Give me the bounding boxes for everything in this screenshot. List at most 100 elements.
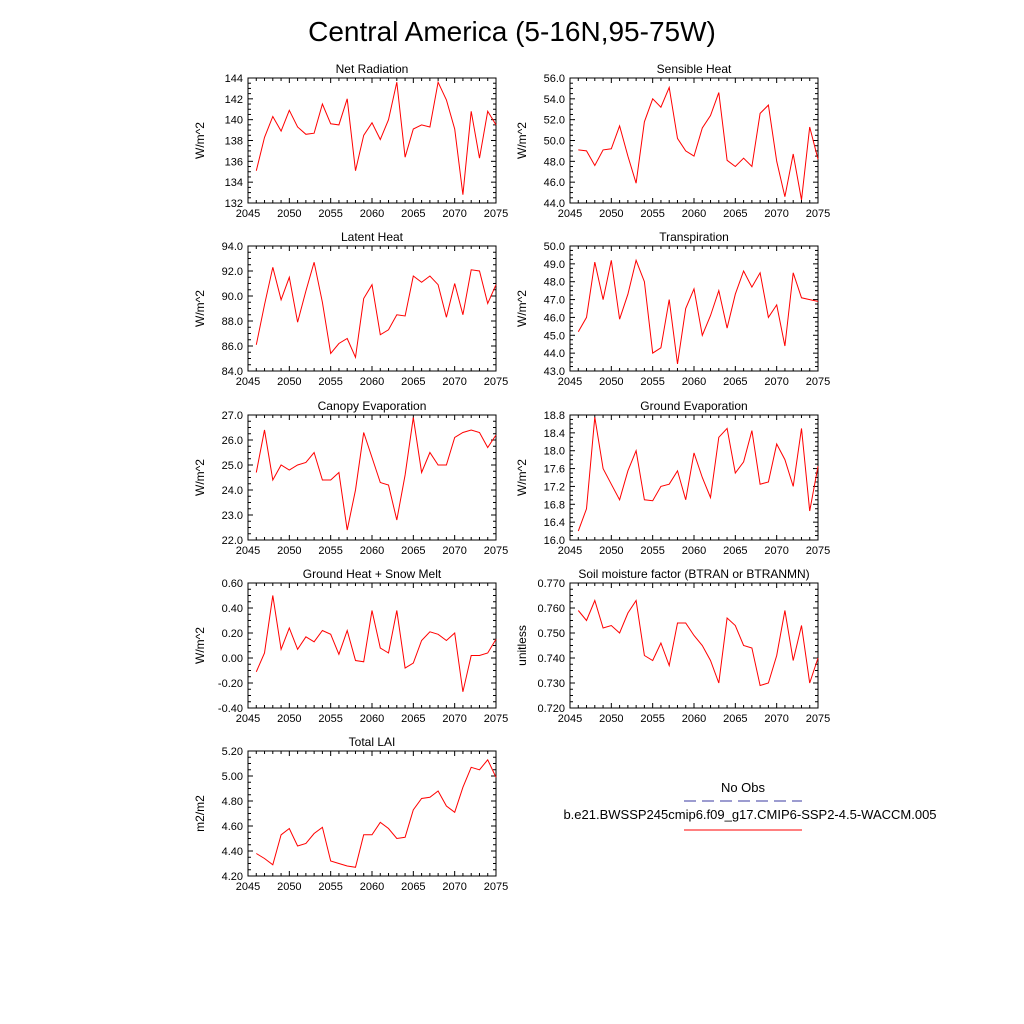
y-tick-label: 0.770 [537,578,565,590]
plot-frame [569,414,819,541]
panel-title: Ground Heat + Snow Melt [303,567,442,581]
x-tick-label: 2060 [360,881,384,893]
x-tick-label: 2070 [764,376,788,388]
y-tick-label: 86.0 [222,341,243,353]
x-tick-label: 2065 [401,713,425,725]
x-tick-label: 2065 [401,545,425,557]
panel-5: 2045 2050 2055 2060 2065 2070 2075 16.0 16.4 16.8… [515,399,830,557]
x-tick-label: 2045 [236,208,260,220]
y-tick-label: 5.20 [222,746,243,758]
y-tick-label: 92.0 [222,266,243,278]
plot-frame [247,750,497,877]
series-line [255,262,497,360]
y-tick-label: 18.8 [544,410,565,422]
y-tick-label: 144 [225,73,243,85]
y-tick-label: 47.0 [544,295,565,307]
panel-title: Transpiration [659,230,729,244]
y-tick-label: 45.0 [544,330,565,342]
x-tick-label: 2045 [236,376,260,388]
x-tick-label: 2050 [599,713,623,725]
x-tick-label: 2050 [277,376,301,388]
y-tick-label: 142 [225,94,243,106]
x-tick-label: 2070 [442,881,466,893]
x-tick-label: 2045 [558,545,582,557]
legend-model-label: b.e21.BWSSP245cmip6.f09_g17.CMIP6-SSP2-4… [563,807,936,822]
y-tick-label: 46.0 [544,177,565,189]
x-tick-label: 2065 [401,881,425,893]
plot-frame [569,77,819,204]
x-tick-label: 2045 [236,881,260,893]
panels-group: 2045 2050 2055 2060 2065 2070 2075 132 134 136 138… [193,62,830,893]
x-tick-label: 2075 [484,545,508,557]
x-tick-label: 2045 [236,713,260,725]
y-tick-label: 16.0 [544,535,565,547]
panel-0: 2045 2050 2055 2060 2065 2070 2075 132 134 136 138… [193,62,508,220]
x-tick-label: 2060 [360,208,384,220]
panel-title: Total LAI [349,735,396,749]
x-tick-label: 2065 [401,376,425,388]
x-tick-label: 2055 [640,545,664,557]
y-tick-label: 26.0 [222,435,243,447]
x-tick-label: 2050 [599,376,623,388]
panel-title: Latent Heat [341,230,404,244]
y-tick-label: 4.80 [222,796,243,808]
x-tick-label: 2070 [442,545,466,557]
y-tick-label: 17.6 [544,464,565,476]
x-tick-label: 2060 [360,376,384,388]
panel-title: Sensible Heat [657,62,732,76]
plot-frame [569,245,819,372]
y-tick-label: 56.0 [544,73,565,85]
y-tick-label: 52.0 [544,115,565,127]
x-tick-label: 2055 [318,713,342,725]
x-tick-label: 2075 [484,208,508,220]
series-line [577,417,819,532]
series-line [256,758,497,868]
x-tick-label: 2065 [723,376,747,388]
series-line [577,258,819,364]
x-tick-label: 2075 [484,376,508,388]
y-tick-label: 0.60 [222,578,243,590]
y-tick-label: 16.8 [544,499,565,511]
x-tick-label: 2045 [558,713,582,725]
y-tick-label: 24.0 [222,485,243,497]
panel-7: 2045 2050 2055 2060 2065 2070 2075 0.720 0.730 0.… [515,567,830,725]
x-tick-label: 2070 [764,208,788,220]
plot-frame [247,77,497,204]
y-tick-label: -0.20 [218,678,243,690]
y-tick-label: 140 [225,115,243,127]
plot-frame [569,582,819,709]
x-tick-label: 2060 [682,713,706,725]
series-line [255,417,497,531]
y-tick-label: 48.0 [544,156,565,168]
x-tick-label: 2075 [806,545,830,557]
x-tick-label: 2060 [360,713,384,725]
y-tick-label: 44.0 [544,198,565,210]
y-axis-label: W/m^2 [193,627,207,664]
x-tick-label: 2055 [640,376,664,388]
y-axis-label: W/m^2 [193,290,207,327]
x-tick-label: 2075 [484,713,508,725]
y-tick-label: 23.0 [222,510,243,522]
x-tick-label: 2070 [764,545,788,557]
y-tick-label: 44.0 [544,348,565,360]
panel-3: 2045 2050 2055 2060 2065 2070 2075 43.0 44.0 45.0… [515,230,830,388]
x-tick-label: 2055 [318,208,342,220]
x-tick-label: 2060 [682,376,706,388]
y-tick-label: 22.0 [222,535,243,547]
panel-2: 2045 2050 2055 2060 2065 2070 2075 84.0 86.0 88.0… [193,230,508,388]
y-tick-label: 0.750 [537,628,565,640]
y-axis-label: W/m^2 [515,459,529,496]
y-axis-label: W/m^2 [515,290,529,327]
y-tick-label: 88.0 [222,316,243,328]
series-line [255,595,497,692]
legend: No Obs b.e21.BWSSP245cmip6.f09_g17.CMIP6… [563,780,937,831]
y-tick-label: 17.2 [544,481,565,493]
plot-frame [247,414,497,541]
panel-title: Ground Evaporation [640,399,747,413]
y-tick-label: 4.60 [222,821,243,833]
x-tick-label: 2055 [640,713,664,725]
y-tick-label: 0.720 [537,703,565,715]
panel-6: 2045 2050 2055 2060 2065 2070 2075 -0.40 -0.20 0.… [193,567,508,725]
y-tick-label: 25.0 [222,460,243,472]
y-tick-label: 54.0 [544,94,565,106]
